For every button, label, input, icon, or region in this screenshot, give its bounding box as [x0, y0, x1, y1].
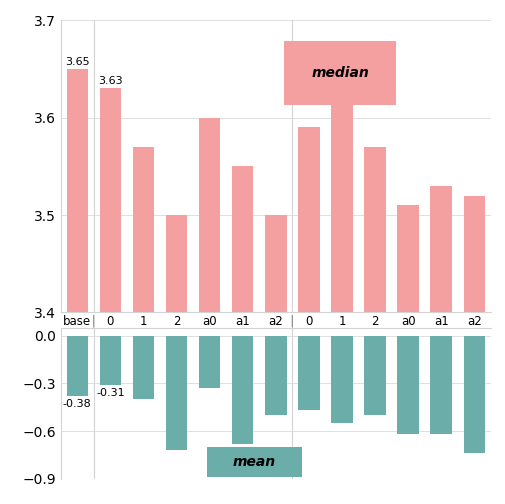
Bar: [331, 98, 352, 504]
Bar: [231, 336, 253, 444]
Text: median: median: [311, 66, 369, 80]
FancyBboxPatch shape: [207, 447, 301, 477]
Bar: [331, 336, 352, 423]
Bar: [66, 336, 88, 396]
Text: base: base: [63, 350, 91, 363]
Bar: [297, 128, 319, 504]
Text: 3.65: 3.65: [65, 57, 89, 67]
Text: mean: mean: [232, 455, 275, 469]
Bar: [132, 147, 154, 504]
Bar: [198, 336, 220, 388]
Bar: [463, 336, 484, 453]
Bar: [265, 336, 286, 415]
Bar: [166, 336, 187, 450]
Bar: [66, 69, 88, 504]
Bar: [166, 215, 187, 504]
Text: -0.31: -0.31: [96, 388, 124, 398]
Bar: [364, 336, 385, 415]
Bar: [297, 336, 319, 410]
Bar: [396, 205, 418, 504]
Text: half_mhe: half_mhe: [364, 350, 418, 363]
Bar: [99, 336, 121, 385]
Bar: [430, 336, 451, 434]
Bar: [396, 336, 418, 434]
Bar: [99, 88, 121, 504]
Bar: [132, 336, 154, 399]
Bar: [364, 147, 385, 504]
Text: mhe: mhe: [180, 350, 206, 363]
FancyBboxPatch shape: [284, 41, 395, 105]
Text: -0.38: -0.38: [63, 399, 91, 409]
Bar: [265, 215, 286, 504]
Bar: [430, 186, 451, 504]
Bar: [198, 117, 220, 504]
Text: 3.63: 3.63: [98, 77, 122, 86]
Bar: [231, 166, 253, 504]
Bar: [463, 196, 484, 504]
